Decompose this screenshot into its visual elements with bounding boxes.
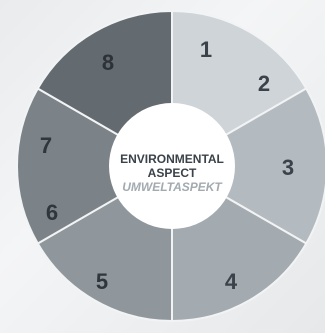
segment-number-1: 1 [200,37,212,62]
segment-number-4: 4 [225,269,238,294]
segment-2 [169,87,325,245]
segment-number-8: 8 [102,50,114,75]
segment-labels: 1 2 3 4 5 6 7 8 [40,37,294,294]
segment-number-7: 7 [40,133,52,158]
segment-number-2: 2 [258,71,270,96]
center-title-line2: ASPECT [148,166,197,180]
center-subtitle: UMWELTASPEKT [122,180,223,194]
center-title-line1: ENVIRONMENTAL [120,152,224,166]
segment-number-6: 6 [46,200,58,225]
segment-5 [16,87,174,245]
segment-number-5: 5 [96,269,108,294]
center-circle [109,103,235,229]
segment-number-3: 3 [282,155,294,180]
